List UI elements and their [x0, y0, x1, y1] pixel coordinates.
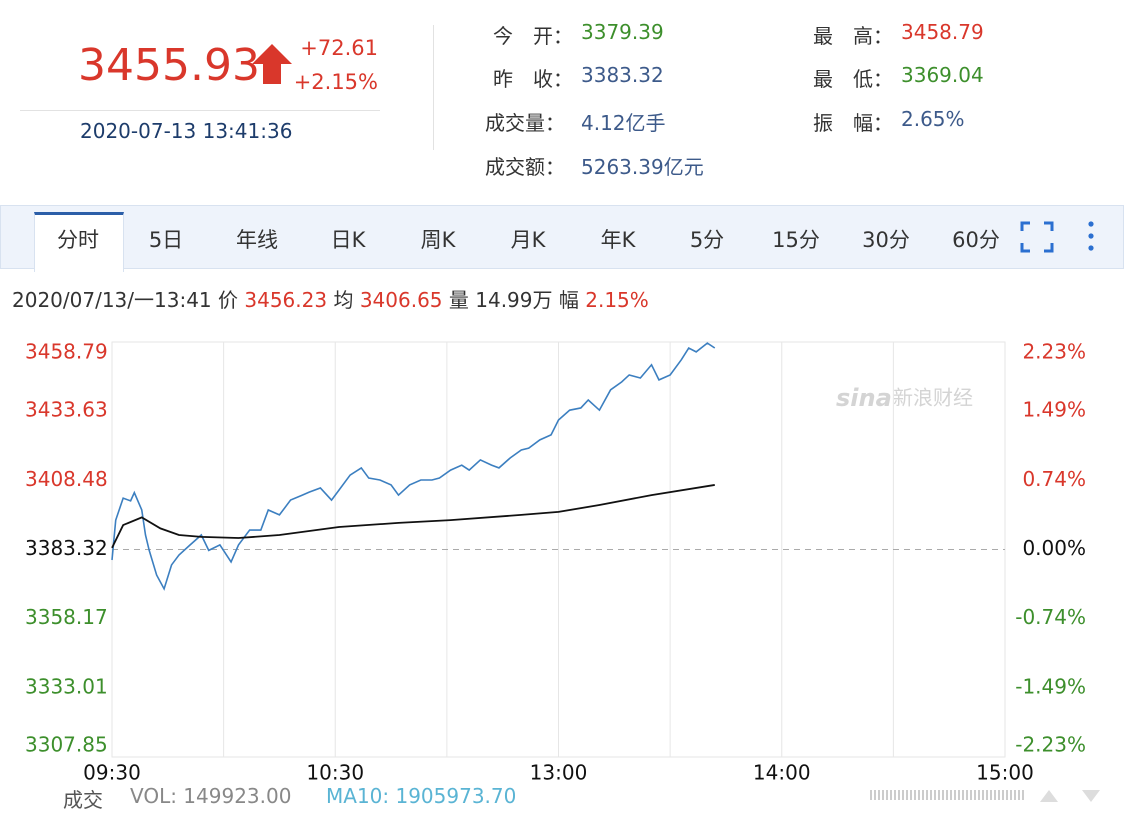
volume-vol: VOL: 149923.00	[130, 784, 292, 808]
x-tick-label: 10:30	[306, 761, 364, 785]
tab[interactable]: 5日	[148, 228, 184, 252]
field-value: 2.65%	[901, 107, 965, 131]
info-label: 均	[333, 288, 354, 312]
field-value: 3369.04	[901, 63, 984, 87]
y2-tick-label: -0.74%	[1015, 605, 1086, 629]
watermark-text: 新浪财经	[893, 386, 973, 410]
field-label: 振 幅：	[813, 111, 893, 135]
x-tick-label: 09:30	[83, 761, 141, 785]
tab[interactable]: 年K	[600, 228, 636, 252]
field-value: 3379.39	[581, 20, 664, 44]
tab[interactable]: 周K	[420, 228, 456, 252]
y2-tick-label: 1.49%	[1022, 397, 1086, 421]
datetime: 2020-07-13 13:41:36	[80, 119, 293, 143]
y-tick-label: 3307.85	[25, 733, 108, 757]
field-value: 3458.79	[901, 20, 984, 44]
percent: +2.15%	[293, 70, 378, 94]
tab[interactable]: 60分	[952, 228, 1000, 252]
field-label: 成交额：	[485, 155, 565, 179]
field-value: 4.12亿手	[581, 111, 666, 135]
info-label: 量	[448, 288, 469, 312]
change: +72.61	[300, 36, 378, 60]
field-label: 最 高：	[813, 24, 893, 48]
series-line	[111, 484, 715, 549]
tab[interactable]: 年线	[236, 228, 278, 252]
info-value: 2.15%	[585, 288, 649, 312]
field-label: 昨 收：	[493, 67, 573, 91]
divider	[20, 110, 380, 111]
info-value: 3406.65	[359, 288, 443, 312]
y-tick-label: 3458.79	[25, 340, 108, 364]
y-tick-label: 3408.48	[25, 467, 108, 491]
divider	[433, 25, 434, 150]
scale-buttons[interactable]	[1038, 786, 1104, 804]
scroll-bar[interactable]	[870, 790, 1025, 800]
field-value: 3383.32	[581, 63, 664, 87]
y2-tick-label: 2.23%	[1022, 340, 1086, 364]
more-icon[interactable]	[1084, 218, 1098, 254]
y2-tick-label: -1.49%	[1015, 675, 1086, 699]
series-line	[111, 342, 716, 591]
field-label: 今 开：	[493, 24, 573, 48]
info-time: 2020/07/13/一13:41	[12, 288, 212, 312]
tab-bar: 分时 5日 年线 日K 周K 月K 年K 5分 15分 30分 60分	[0, 205, 1124, 272]
x-tick-label: 15:00	[976, 761, 1034, 785]
x-tick-label: 13:00	[530, 761, 588, 785]
field-label: 成交量：	[485, 111, 565, 135]
y-tick-label: 3358.17	[25, 605, 108, 629]
tab[interactable]: 30分	[862, 228, 910, 252]
tab[interactable]: 5分	[689, 228, 725, 252]
price: 3455.93	[78, 40, 260, 91]
x-tick-label: 14:00	[753, 761, 811, 785]
info-value: 3456.23	[244, 288, 328, 312]
info-label: 价	[218, 288, 239, 312]
tab[interactable]: 分时	[57, 228, 99, 252]
y-tick-label: 3333.01	[25, 674, 108, 698]
info-label: 幅	[558, 288, 579, 312]
volume-title: 成交	[63, 788, 103, 812]
active-tab	[34, 212, 124, 272]
tab[interactable]: 15分	[772, 228, 820, 252]
field-value: 5263.39亿元	[581, 155, 704, 179]
y-tick-label: 3383.32	[25, 536, 108, 560]
volume-ma10: MA10: 1905973.70	[326, 784, 517, 808]
y2-tick-label: 0.74%	[1022, 467, 1086, 491]
tab[interactable]: 月K	[510, 228, 546, 252]
crosshair-info: 2020/07/13/一13:41 价 3456.23 均 3406.65 量 …	[12, 284, 649, 313]
y-tick-label: 3433.63	[25, 398, 108, 422]
tab[interactable]: 日K	[330, 228, 366, 252]
y2-tick-label: -2.23%	[1015, 733, 1086, 757]
fullscreen-icon[interactable]	[1019, 220, 1055, 254]
watermark-logo: sina	[836, 384, 892, 412]
up-arrow	[252, 44, 292, 84]
info-value: 14.99万	[475, 288, 553, 312]
field-label: 最 低：	[813, 67, 893, 91]
y2-tick-label: 0.00%	[1022, 536, 1086, 560]
